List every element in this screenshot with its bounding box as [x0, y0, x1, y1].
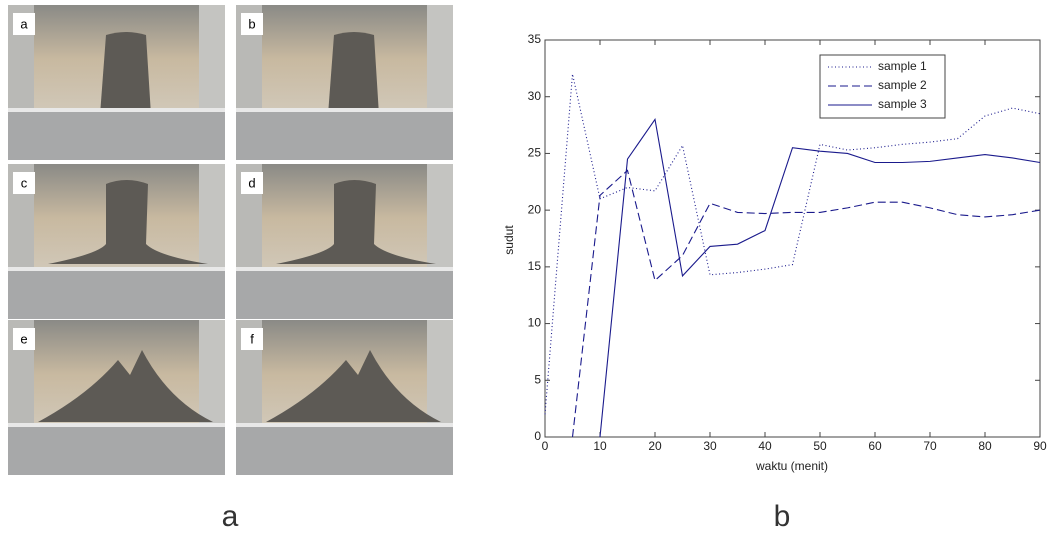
ruler-edge: [236, 108, 453, 112]
x-tick-label: 10: [593, 439, 607, 453]
x-tick-label: 0: [542, 439, 549, 453]
photo-label: c: [21, 175, 28, 190]
photo-label: a: [20, 16, 28, 31]
panel-caption: b: [774, 500, 791, 533]
photo-label: f: [250, 331, 254, 346]
ruler: [236, 110, 453, 160]
photo-label: e: [20, 331, 27, 346]
sand-specimen: [100, 32, 151, 115]
ruler-edge: [236, 423, 453, 427]
ruler-edge: [236, 267, 453, 271]
y-tick-label: 10: [528, 316, 542, 330]
y-tick-label: 15: [528, 259, 542, 273]
ruler-edge: [8, 267, 225, 271]
ruler: [236, 269, 453, 319]
figure: a b c d e f a b waktu (menit) sudut 0 5 10 15 20 2…: [0, 0, 1048, 537]
y-tick-label: 25: [528, 146, 542, 160]
ruler-edge: [8, 108, 225, 112]
legend-label: sample 2: [878, 78, 927, 92]
panel-caption: a: [222, 500, 239, 533]
y-tick-label: 30: [528, 89, 542, 103]
x-tick-label: 70: [923, 439, 937, 453]
x-tick-label: 30: [703, 439, 717, 453]
sand-specimen: [328, 32, 379, 115]
legend-label: sample 3: [878, 97, 927, 111]
photo-grid: a b c d e f: [8, 5, 453, 475]
ruler: [8, 269, 225, 319]
x-tick-label: 60: [868, 439, 882, 453]
x-axis-label: waktu (menit): [755, 459, 828, 473]
figure-canvas: a b c d e f a b waktu (menit) sudut 0 5 10 15 20 2…: [0, 0, 1048, 537]
y-tick-label: 5: [534, 372, 541, 386]
y-axis-label: sudut: [502, 225, 516, 255]
ruler: [8, 425, 225, 475]
x-tick-label: 90: [1033, 439, 1047, 453]
photo-label: d: [248, 175, 255, 190]
photo-label: b: [248, 16, 255, 31]
ruler-edge: [8, 423, 225, 427]
x-tick-label: 80: [978, 439, 992, 453]
y-tick-label: 0: [534, 429, 541, 443]
legend-label: sample 1: [878, 59, 927, 73]
x-tick-label: 50: [813, 439, 827, 453]
y-tick-label: 35: [528, 32, 542, 46]
y-tick-label: 20: [528, 202, 542, 216]
ruler: [8, 110, 225, 160]
ruler: [236, 425, 453, 475]
x-tick-label: 20: [648, 439, 662, 453]
x-tick-label: 40: [758, 439, 772, 453]
